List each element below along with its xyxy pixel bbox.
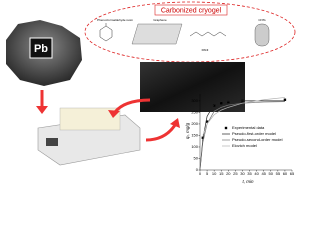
arrow (113, 98, 151, 114)
scheme-label: PANI (202, 48, 209, 52)
x-tick-label: 40 (254, 171, 259, 176)
legend-label: Experimental data (232, 125, 265, 130)
data-point (283, 98, 287, 101)
element-box (29, 37, 53, 59)
x-tick-label: 10 (212, 171, 217, 176)
graphical-abstract: Pb Carbonized cryogel Phenol-formaldehyd… (6, 1, 296, 184)
graphene-sheet (131, 23, 183, 45)
arrow-head (36, 106, 48, 114)
scheme-ellipse (84, 1, 296, 63)
model-line (199, 101, 285, 171)
y-tick-label: 250 (191, 109, 198, 114)
element-symbol: Pb (34, 43, 48, 55)
x-tick-label: 0 (199, 171, 202, 176)
x-tick-label: 15 (219, 171, 224, 176)
x-tick-label: 65 (290, 171, 295, 176)
x-axis-label: t, min (242, 179, 253, 184)
x-tick-label: 50 (269, 171, 274, 176)
y-tick-label: 100 (191, 144, 198, 149)
x-tick-label: 60 (283, 171, 288, 176)
y-tick-label: 150 (191, 133, 198, 138)
data-point (220, 102, 223, 105)
y-axis-label: qₜ, mg/g (185, 122, 190, 139)
model-line (202, 97, 285, 136)
x-tick-label: 5 (206, 171, 209, 176)
data-point (212, 104, 216, 107)
y-tick-label: 0 (196, 167, 199, 172)
legend-label: Pseudo-first-order model (232, 131, 276, 136)
pani-structure (189, 31, 227, 37)
arrow-head (170, 118, 180, 128)
y-tick-label: 300 (191, 98, 198, 103)
legend-label: Elovich model (232, 143, 257, 148)
legend-marker (224, 126, 228, 130)
x-tick-label: 30 (240, 171, 245, 176)
x-tick-label: 20 (226, 171, 231, 176)
scheme-label: Graphene (153, 18, 167, 22)
y-tick-label: 50 (194, 156, 199, 161)
x-tick-label: 25 (233, 171, 238, 176)
device-display (46, 138, 58, 146)
title-box (154, 4, 228, 16)
data-point (205, 120, 209, 123)
tubes (59, 107, 121, 131)
resin-structure (99, 23, 113, 42)
legend-label: Pseudo-second-order model (232, 137, 283, 142)
x-tick-label: 55 (276, 171, 281, 176)
cnt (254, 23, 270, 47)
scheme-label: Phenol-formaldehyde resin (97, 18, 133, 22)
data-point (227, 100, 230, 104)
scheme-label: CNTs (258, 18, 266, 22)
y-tick-label: 200 (191, 121, 198, 126)
arrow-head (108, 110, 120, 118)
arrow (145, 124, 177, 142)
scheme-title: Carbonized cryogel (161, 7, 222, 14)
x-tick-label: 45 (261, 171, 266, 176)
x-tick-label: 35 (247, 171, 252, 176)
carbon-material (140, 62, 245, 112)
